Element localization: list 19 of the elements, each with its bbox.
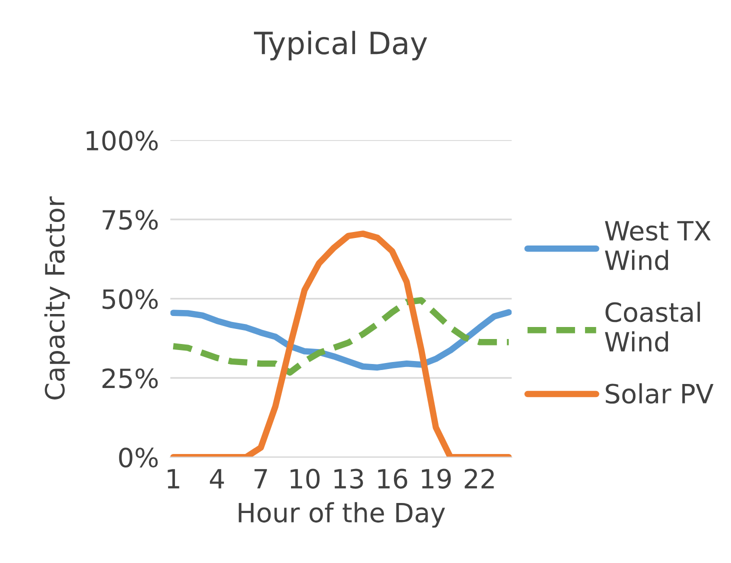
legend-label: West TX Wind (604, 221, 711, 270)
y-axis-title: Capacity Factor (44, 196, 70, 400)
x-tick-label: 1 (168, 469, 180, 488)
y-tick-label: 50% (102, 289, 158, 310)
legend-label: Solar PV (606, 383, 714, 404)
x-tick-label: 10 (290, 468, 320, 489)
x-tick-label: 19 (422, 468, 451, 489)
x-tick-label: 4 (210, 469, 224, 488)
y-tick-label: 25% (102, 368, 158, 388)
legend-label: Coastal Wind (604, 302, 700, 352)
x-tick-label: 13 (334, 468, 363, 489)
x-tick-label: 7 (254, 469, 267, 488)
x-axis-title: Hour of the Day (238, 502, 446, 528)
y-tick-label: 75% (102, 210, 158, 230)
chart-title: Typical Day (254, 30, 428, 60)
x-tick-label: 16 (378, 468, 408, 489)
y-tick-label: 0% (119, 448, 158, 468)
x-tick-label: 22 (464, 468, 494, 488)
y-tick-label: 100% (86, 130, 158, 151)
